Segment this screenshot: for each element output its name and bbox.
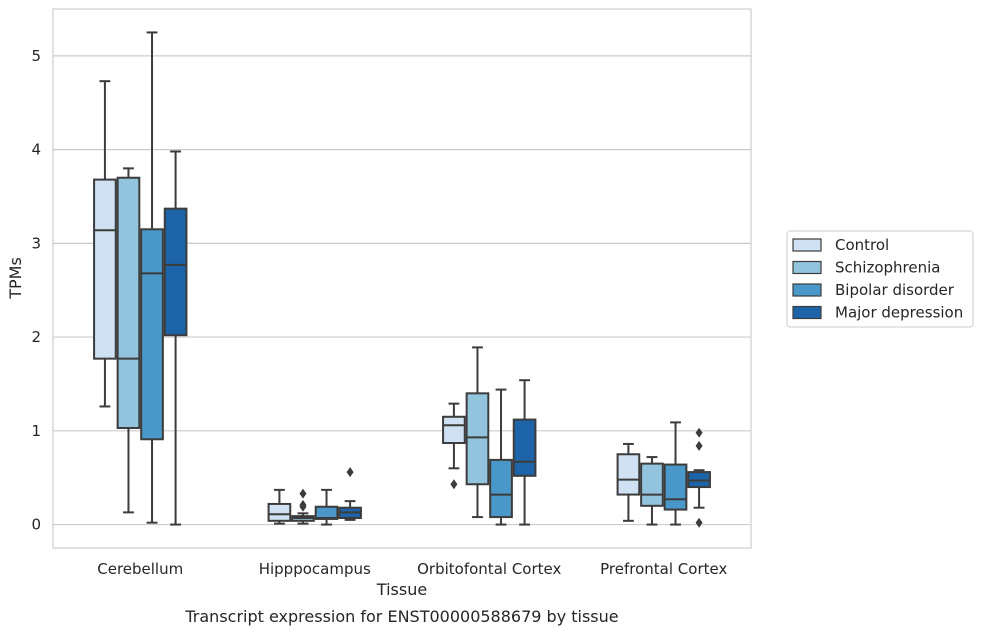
outlier-point <box>695 517 703 528</box>
y-axis-label: TPMs <box>6 257 25 300</box>
outlier-point <box>299 488 307 499</box>
legend-label-schizophrenia: Schizophrenia <box>835 259 940 277</box>
legend-label-bipolar-disorder: Bipolar disorder <box>835 281 955 299</box>
box-control-cerebellum <box>93 80 117 408</box>
outlier-point <box>450 479 458 490</box>
box-bipolar-disorder-orbitofontal-cortex <box>489 388 513 526</box>
box-body <box>267 502 292 522</box>
box-major-depression-hipppocampus <box>338 467 362 521</box>
y-tick-labels: 0 1 2 3 4 5 <box>31 47 41 534</box>
box-body <box>465 392 490 486</box>
legend-label-major-depression: Major depression <box>835 304 963 322</box>
outlier-point <box>695 427 703 438</box>
y-tick-2: 2 <box>31 328 41 346</box>
box-control-hipppocampus <box>267 488 292 525</box>
box-body <box>489 458 513 519</box>
box-schizophrenia-prefrontal-cortex <box>640 456 664 526</box>
box-major-depression-cerebellum <box>163 150 188 526</box>
box-major-depression-orbitofontal-cortex <box>512 379 537 526</box>
legend-swatch-major-depression <box>792 305 822 320</box>
y-tick-0: 0 <box>31 516 41 534</box>
y-tick-5: 5 <box>31 47 41 65</box>
outlier-point <box>695 440 703 451</box>
box-major-depression-prefrontal-cortex <box>687 427 711 528</box>
box-schizophrenia-hipppocampus <box>291 488 315 525</box>
box-bipolar-disorder-hipppocampus <box>314 488 339 526</box>
box-bipolar-disorder-prefrontal-cortex <box>663 421 688 526</box>
box-body <box>93 178 117 360</box>
box-body <box>442 415 466 445</box>
box-body <box>140 228 164 441</box>
legend-swatch-control <box>792 238 822 252</box>
box-schizophrenia-orbitofontal-cortex <box>465 346 490 519</box>
x-tick-cerebellum: Cerebellum <box>97 560 183 578</box>
box-body <box>640 462 664 507</box>
figure-caption: Transcript expression for ENST0000058867… <box>184 607 618 626</box>
box-body <box>663 463 688 511</box>
box-body <box>616 453 641 496</box>
legend: Control Schizophrenia Bipolar disorder Majo… <box>786 230 974 328</box>
x-tick-prefrontal-cortex: Prefrontal Cortex <box>600 560 727 578</box>
box-body <box>116 176 141 430</box>
y-tick-4: 4 <box>31 141 41 159</box>
x-tick-labels: Cerebellum Hipppocampus Orbitofontal Corte… <box>97 560 727 578</box>
box-control-orbitofontal-cortex <box>442 402 466 490</box>
legend-frame <box>786 230 974 328</box>
legend-label-control: Control <box>835 236 889 254</box>
box-control-prefrontal-cortex <box>616 442 641 522</box>
box-body <box>163 207 188 337</box>
box-bipolar-disorder-cerebellum <box>140 31 164 524</box>
boxes <box>93 31 711 528</box>
x-tick-orbitofontal-cortex: Orbitofontal Cortex <box>417 560 561 578</box>
outlier-point <box>299 499 307 510</box>
box-schizophrenia-cerebellum <box>116 167 141 514</box>
y-tick-1: 1 <box>31 422 41 440</box>
y-tick-3: 3 <box>31 234 41 252</box>
outlier-point <box>346 467 354 478</box>
legend-swatch-bipolar-disorder <box>792 283 822 297</box>
legend-swatch-schizophrenia <box>792 260 822 275</box>
x-axis-label: Tissue <box>376 580 427 599</box>
box-body <box>512 418 537 477</box>
plot-frame <box>52 8 752 549</box>
x-tick-hipppocampus: Hipppocampus <box>259 560 371 578</box>
